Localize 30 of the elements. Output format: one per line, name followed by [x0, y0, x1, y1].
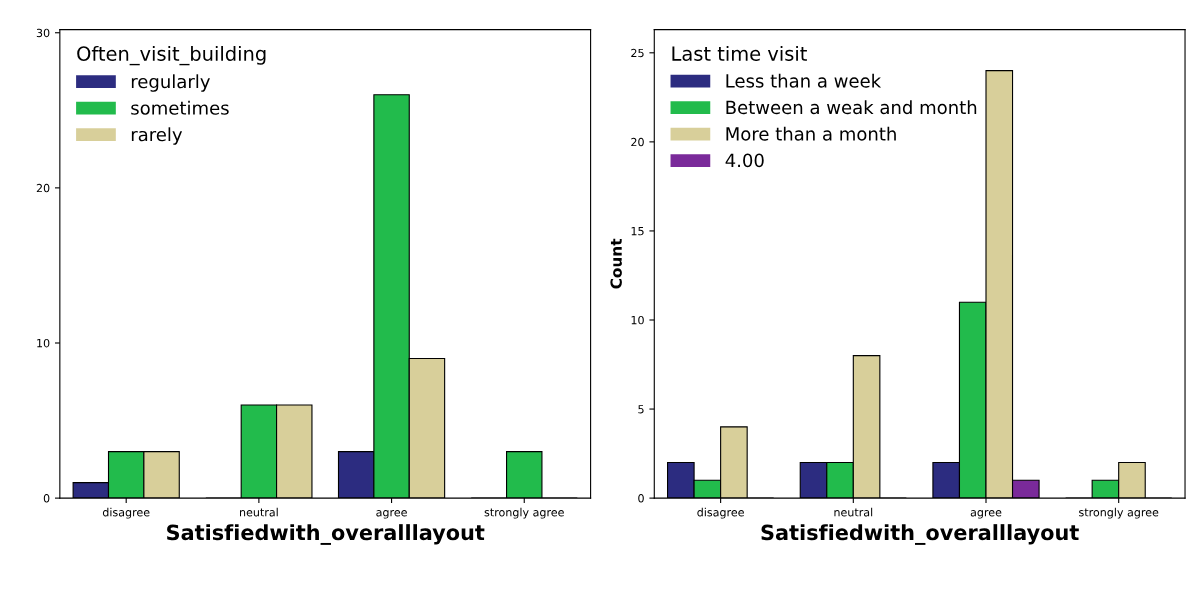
legend-label: Less than a week [726, 73, 882, 88]
y-tick-label: 25 [631, 48, 644, 58]
x-tick-label: neutral [834, 507, 873, 517]
y-tick-label: 20 [36, 183, 50, 193]
y-tick-label: 5 [638, 405, 644, 414]
legend-title: Often_visit_building [77, 45, 266, 66]
x-tick-label: agree [970, 510, 1002, 519]
y-tick-label: 15 [631, 227, 644, 236]
legend-title: Last time visit [672, 45, 807, 61]
x-tick-label: strongly agree [484, 507, 564, 519]
y-tick-label: 10 [37, 338, 50, 348]
x-axis-title: Satisfiedwith_overalllayout [167, 524, 485, 545]
y-tick-label: 0 [638, 494, 644, 503]
y-tick-label: 10 [631, 315, 644, 325]
legend-label: More than a month [726, 126, 896, 141]
y-tick-label: 20 [631, 137, 644, 147]
y-tick-label: 0 [43, 494, 50, 503]
legend-label: Between a weak and month [726, 100, 977, 115]
legend-label: sometimes [131, 100, 229, 115]
y-tick-label: 30 [36, 28, 50, 38]
x-tick-label: disagree [697, 507, 744, 519]
x-tick-label: neutral [240, 507, 278, 517]
legend-label: rarely [131, 127, 183, 145]
y-axis-title: Count [610, 238, 622, 289]
x-axis-title: Satisfiedwith_overalllayout [761, 524, 1079, 545]
legend-label: 4.00 [725, 153, 764, 168]
x-tick-label: agree [376, 510, 407, 519]
x-tick-label: disagree [102, 507, 150, 519]
x-tick-label: strongly agree [1079, 507, 1159, 519]
legend-label: regularly [131, 74, 210, 92]
